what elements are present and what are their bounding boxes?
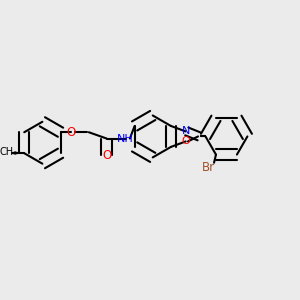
Text: O: O [181,136,190,146]
Text: NH: NH [117,134,134,143]
Text: N: N [182,126,190,136]
Text: O: O [66,126,76,139]
Text: CH₃: CH₃ [0,147,17,157]
Text: Br: Br [202,161,215,175]
Text: O: O [102,149,111,162]
